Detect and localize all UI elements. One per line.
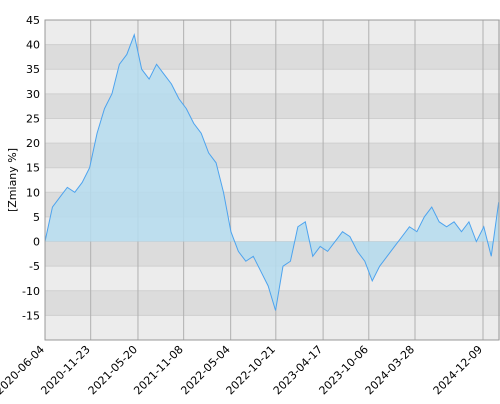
area [45, 34, 499, 311]
line [44, 33, 500, 311]
y-tick-label: 40 [26, 39, 40, 52]
y-tick-label: 25 [26, 112, 40, 125]
x-tick-label: 2024-03-28 [363, 343, 417, 397]
y-tick-label: -5 [29, 260, 40, 273]
y-axis-label: [Zmiany %] [6, 148, 19, 212]
y-tick-label: 35 [26, 63, 40, 76]
band [45, 20, 500, 45]
y-tick-label: -15 [22, 309, 40, 322]
y-tick-label: 5 [33, 211, 40, 224]
x-tick-label: 2021-11-08 [131, 343, 185, 397]
x-tick-label: 2020-11-23 [38, 343, 92, 397]
plot-frame [44, 19, 500, 341]
y-tick-label: 10 [26, 186, 40, 199]
y-tick-label: -10 [22, 285, 40, 298]
y-tick-label: 15 [26, 162, 40, 175]
y-tick-label: 30 [26, 88, 40, 101]
x-tick-label: 2024-12-09 [431, 343, 485, 397]
band [45, 315, 500, 340]
y-tick-label: 20 [26, 137, 40, 150]
y-tick-label: 45 [26, 14, 40, 27]
band [45, 44, 500, 70]
y-tick-label: 0 [33, 236, 40, 249]
